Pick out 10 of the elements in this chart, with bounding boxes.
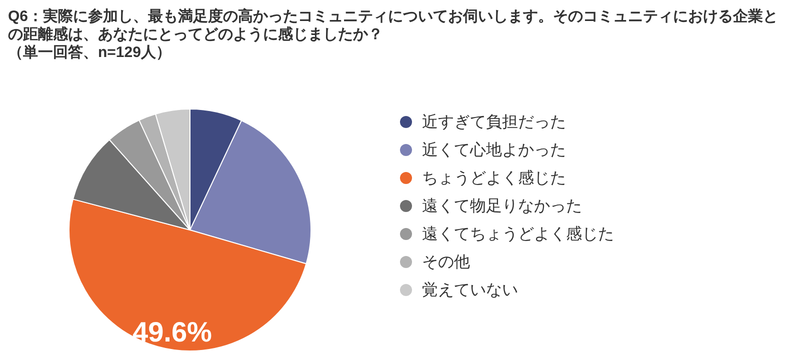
legend-label: 遠くて物足りなかった: [422, 196, 582, 216]
data-label: 49.6%: [132, 316, 212, 348]
legend-label: 遠くてちょうどよく感じた: [422, 224, 614, 244]
legend-label: ちょうどよく感じた: [422, 168, 566, 188]
legend-label: 近すぎて負担だった: [422, 112, 566, 132]
chart-subtitle: （単一回答、n=129人）: [8, 44, 172, 62]
legend-label: 近くて心地よかった: [422, 140, 566, 160]
chart-title: Q6：実際に参加し、最も満足度の高かったコミュニティについてお伺いします。そのコミュニティにおける企業との距離感は、あなたにとってどのように感じましたか？: [8, 8, 780, 44]
legend-label: 覚えていない: [422, 280, 518, 300]
legend-label: その他: [422, 252, 470, 272]
